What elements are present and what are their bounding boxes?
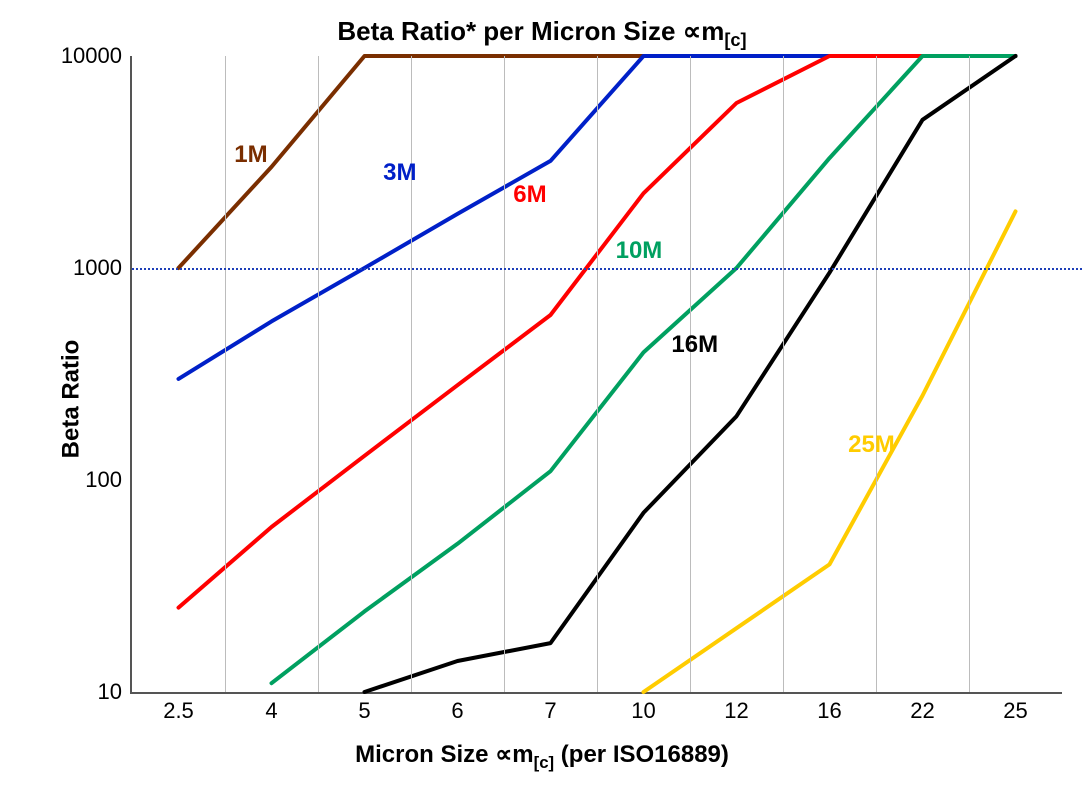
- chart-container: Beta Ratio* per Micron Size ∝m[c] Beta R…: [0, 0, 1084, 798]
- gridline-vertical: [597, 56, 598, 692]
- plot-area: 2.545671012162225101001000100001M3M6M10M…: [130, 56, 1062, 694]
- reference-line: [132, 268, 1084, 270]
- series-label-1M: 1M: [234, 141, 267, 169]
- y-tick-label: 100: [85, 467, 122, 493]
- x-tick-label: 4: [265, 698, 277, 724]
- y-tick-label: 1000: [73, 255, 122, 281]
- x-tick-label: 2.5: [163, 698, 194, 724]
- series-label-16M: 16M: [671, 331, 718, 359]
- x-tick-label: 10: [631, 698, 655, 724]
- series-line-25M: [644, 211, 1016, 692]
- x-tick-label: 5: [358, 698, 370, 724]
- x-tick-label: 22: [910, 698, 934, 724]
- x-tick-label: 7: [544, 698, 556, 724]
- gridline-vertical: [783, 56, 784, 692]
- gridline-vertical: [690, 56, 691, 692]
- y-axis-label: Beta Ratio: [57, 340, 85, 459]
- series-label-3M: 3M: [383, 159, 416, 187]
- gridline-vertical: [411, 56, 412, 692]
- x-axis-label: Micron Size ∝m[c] (per ISO16889): [0, 740, 1084, 773]
- series-label-6M: 6M: [513, 181, 546, 209]
- gridline-vertical: [318, 56, 319, 692]
- y-tick-label: 10000: [61, 43, 122, 69]
- gridline-vertical: [969, 56, 970, 692]
- x-tick-label: 6: [451, 698, 463, 724]
- x-tick-label: 25: [1003, 698, 1027, 724]
- gridline-vertical: [504, 56, 505, 692]
- x-tick-label: 16: [817, 698, 841, 724]
- x-tick-label: 12: [724, 698, 748, 724]
- series-label-25M: 25M: [848, 431, 895, 459]
- gridline-vertical: [876, 56, 877, 692]
- y-tick-label: 10: [98, 679, 122, 705]
- series-label-10M: 10M: [616, 237, 663, 265]
- gridline-vertical: [225, 56, 226, 692]
- chart-title: Beta Ratio* per Micron Size ∝m[c]: [0, 16, 1084, 51]
